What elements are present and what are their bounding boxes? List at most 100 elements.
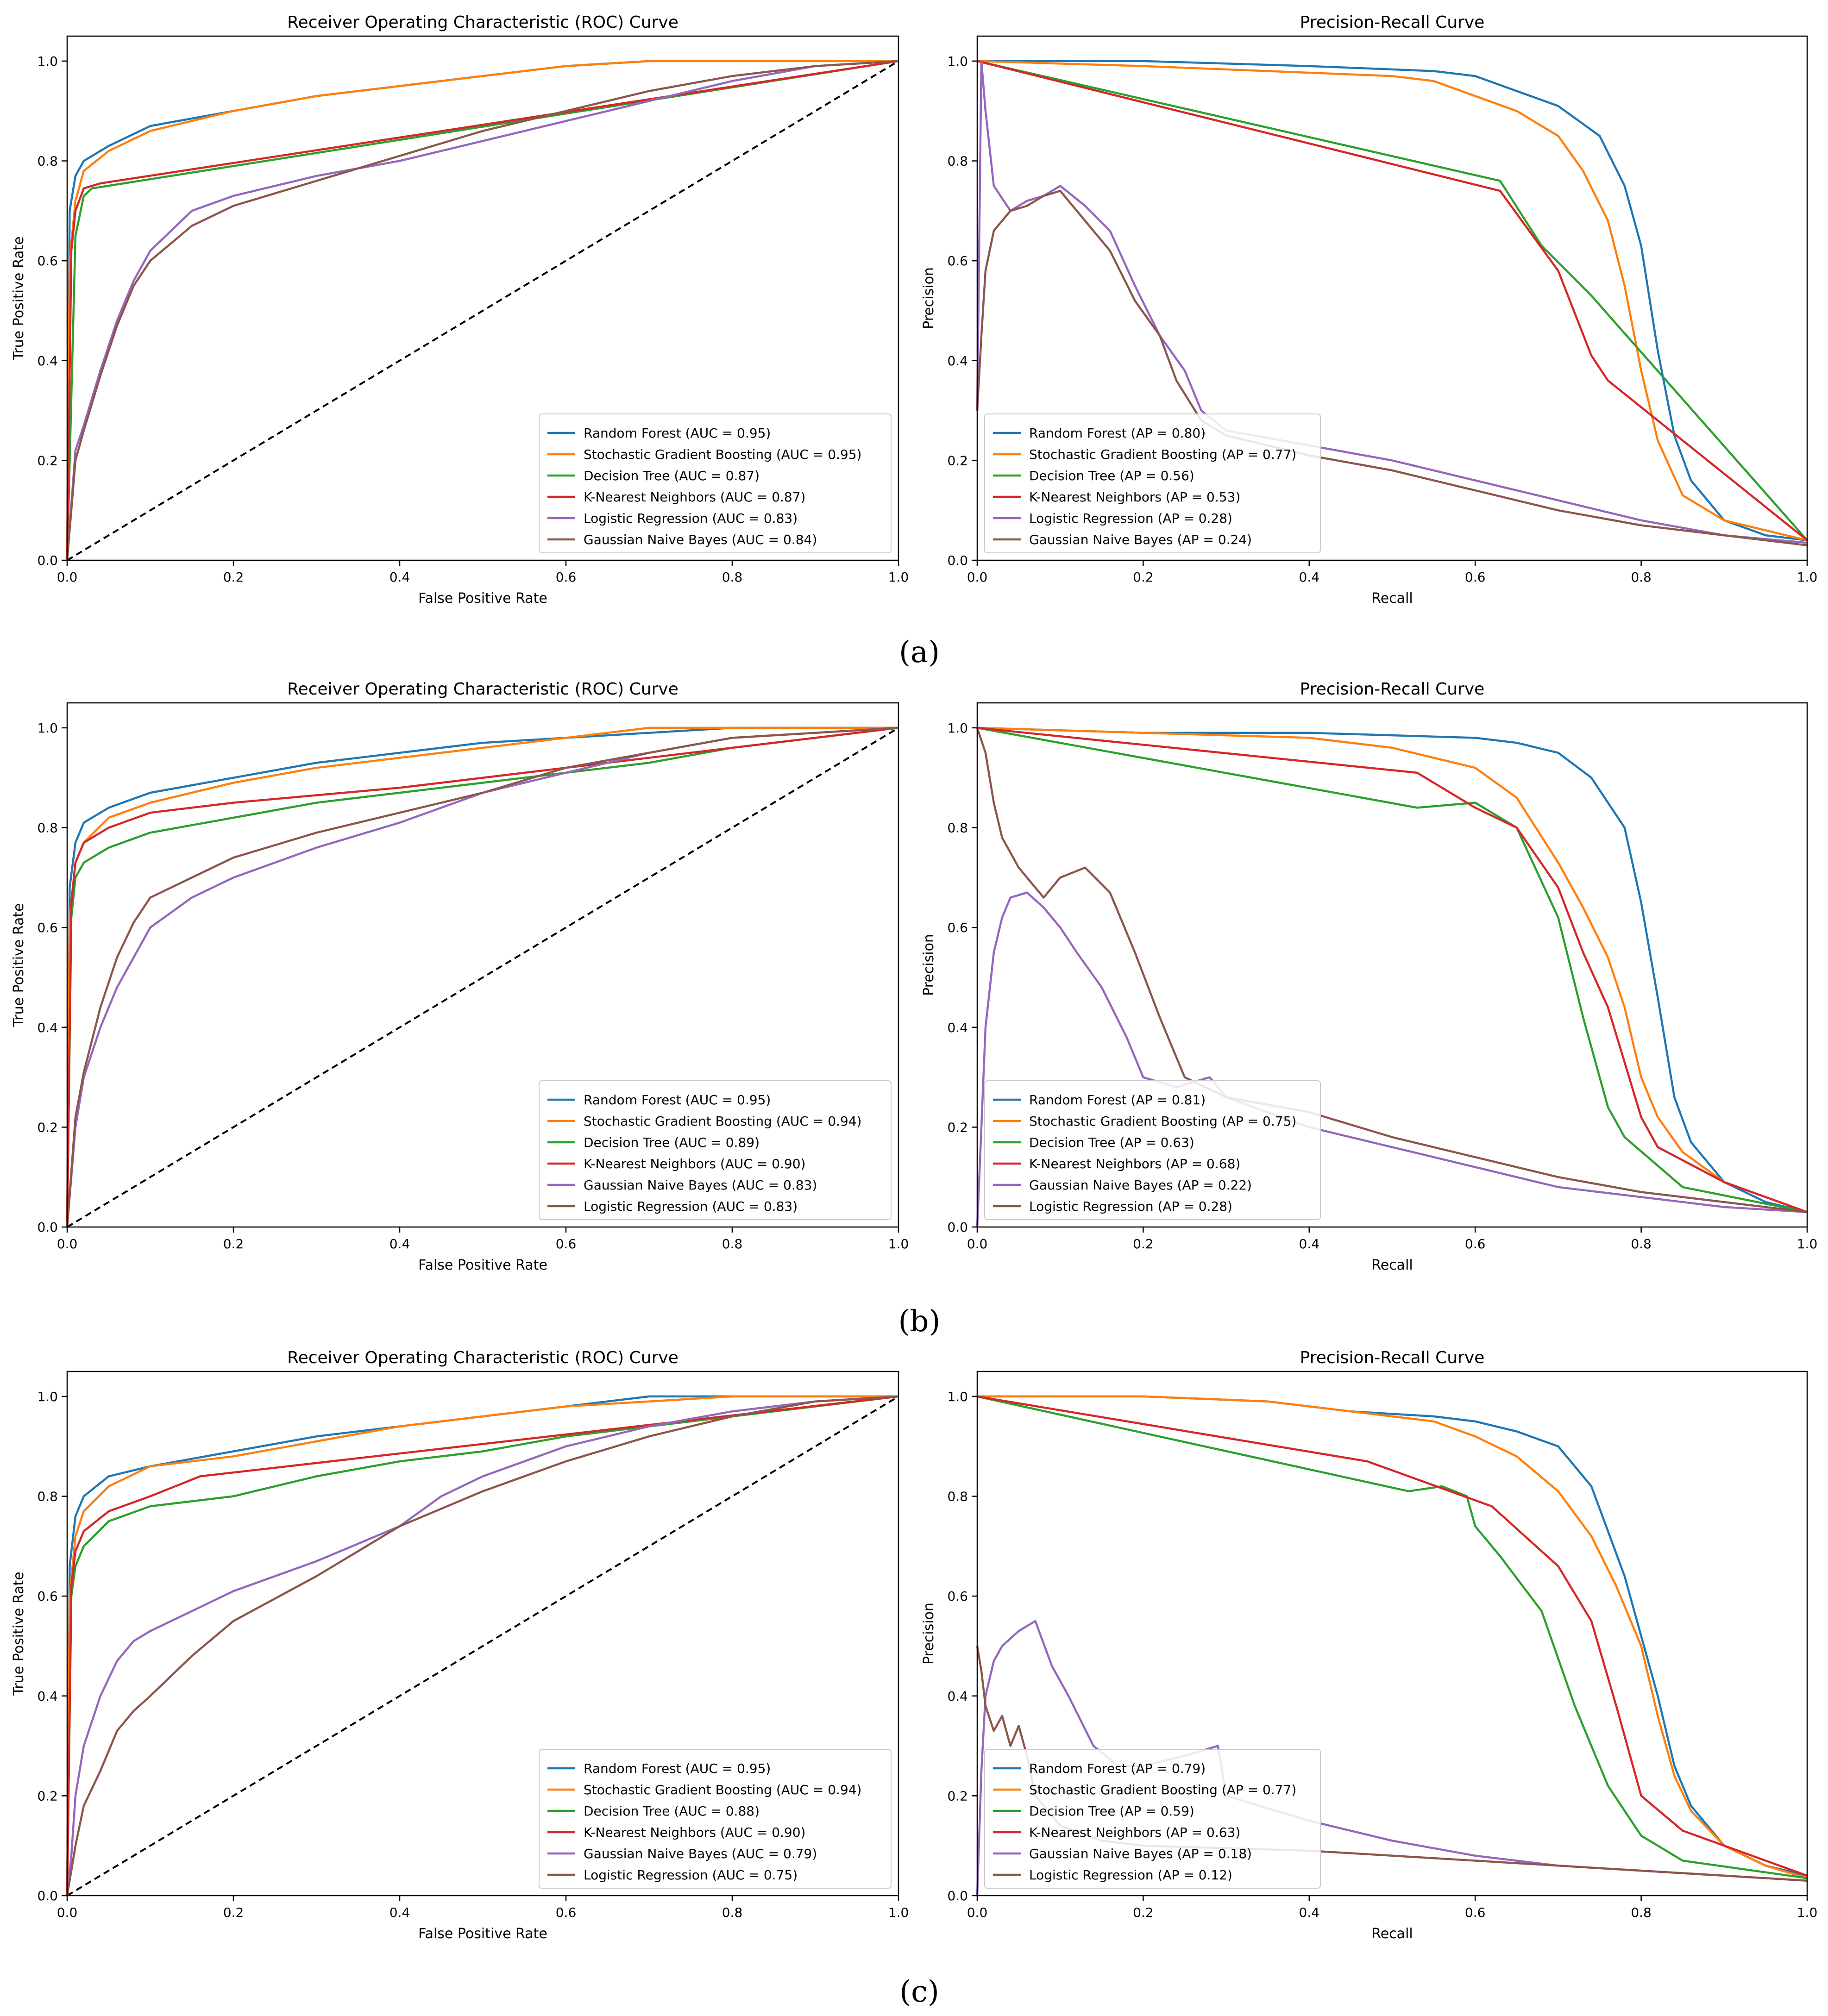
x-axis-label: False Positive Rate — [418, 1926, 547, 1942]
y-tick-label: 0.8 — [37, 154, 58, 169]
legend-box — [539, 1080, 892, 1220]
x-tick-label: 0.2 — [1133, 1236, 1154, 1252]
legend-entry: Random Forest (AUC = 0.95) — [584, 426, 771, 441]
x-tick-label: 0.8 — [1631, 1905, 1652, 1920]
legend: Random Forest (AP = 0.79) Stochastic Grad… — [984, 1749, 1321, 1889]
legend-entry: K-Nearest Neighbors (AUC = 0.90) — [584, 1825, 805, 1840]
legend-entry: Gaussian Naive Bayes (AP = 0.24) — [1029, 532, 1252, 547]
series-line-2 — [66, 726, 899, 1227]
x-tick-label: 0.0 — [967, 1905, 988, 1920]
y-axis-label: Precision — [921, 267, 937, 329]
chart-title: Receiver Operating Characteristic (ROC) … — [287, 1348, 678, 1367]
series-line-3 — [977, 726, 1808, 1213]
x-tick-label: 0.2 — [1133, 1905, 1154, 1920]
x-tick-label: 0.6 — [556, 570, 577, 585]
y-tick-label: 0.2 — [947, 1788, 968, 1803]
x-tick-label: 0.8 — [722, 1905, 743, 1920]
x-tick-label: 0.6 — [1465, 570, 1486, 585]
x-tick-label: 0.6 — [556, 1905, 577, 1920]
chart-title: Precision-Recall Curve — [1300, 13, 1485, 32]
chart-1-pr: 0.0 0.2 0.4 0.6 0.8 1.0 0.0 0.2 0.4 0.6 0.8 1.0 Prec… — [921, 13, 1817, 607]
y-tick-label: 1.0 — [947, 54, 968, 69]
x-tick-label: 0.0 — [967, 570, 988, 585]
y-tick-label: 0.4 — [947, 1689, 968, 1704]
series-line-4 — [66, 60, 899, 561]
legend-box — [984, 413, 1321, 553]
series-line-1 — [977, 60, 1808, 542]
x-tick-label: 0.8 — [1631, 1236, 1652, 1252]
plot-frame — [66, 1371, 899, 1897]
y-tick-label: 0.2 — [37, 1120, 58, 1135]
legend: Random Forest (AP = 0.80) Stochastic Grad… — [984, 413, 1321, 553]
y-tick-label: 1.0 — [947, 720, 968, 736]
series-line-4 — [976, 60, 1808, 544]
legend-box — [539, 1749, 892, 1889]
legend-entry: Logistic Regression (AP = 0.28) — [1029, 511, 1232, 526]
x-axis-label: Recall — [1371, 1257, 1413, 1273]
y-tick-label: 1.0 — [947, 1389, 968, 1404]
legend-entry: Stochastic Gradient Boosting (AUC = 0.95… — [584, 447, 861, 462]
y-tick-label: 0.8 — [37, 1489, 58, 1504]
y-tick-label: 0.6 — [947, 253, 968, 269]
y-axis-label: True Positive Rate — [11, 236, 27, 360]
legend-entry: Random Forest (AUC = 0.95) — [584, 1761, 771, 1776]
x-tick-label: 0.0 — [967, 1236, 988, 1252]
series-line-0 — [66, 726, 898, 1227]
plot-frame — [976, 702, 1808, 1228]
legend-entry: Decision Tree (AP = 0.56) — [1029, 468, 1194, 483]
x-tick-label: 1.0 — [1797, 1236, 1818, 1252]
y-tick-label: 0.6 — [947, 920, 968, 935]
chance-diagonal-line — [66, 727, 899, 1228]
x-tick-label: 0.6 — [1465, 1905, 1486, 1920]
legend-entry: Random Forest (AP = 0.81) — [1029, 1092, 1206, 1108]
y-tick-label: 0.4 — [947, 1020, 968, 1035]
series-line-1 — [977, 726, 1808, 1213]
legend-entry: Random Forest (AP = 0.80) — [1029, 426, 1206, 441]
legend-entry: Gaussian Naive Bayes (AP = 0.22) — [1029, 1177, 1252, 1193]
y-tick-label: 0.2 — [947, 1120, 968, 1135]
y-tick-label: 1.0 — [37, 1389, 58, 1404]
legend-entry: K-Nearest Neighbors (AP = 0.63) — [1029, 1825, 1240, 1840]
x-tick-label: 0.6 — [1465, 1236, 1486, 1252]
plot-frame — [976, 1371, 1808, 1897]
legend-box — [984, 1749, 1321, 1889]
panel-label-b: (b) — [898, 1304, 941, 1339]
legend-entry: K-Nearest Neighbors (AUC = 0.90) — [584, 1156, 805, 1171]
legend: Random Forest (AUC = 0.95) Stochastic Gra… — [539, 1749, 892, 1889]
legend-entry: Stochastic Gradient Boosting (AP = 0.77) — [1029, 447, 1296, 462]
x-tick-label: 0.4 — [1299, 1905, 1320, 1920]
y-tick-label: 0.8 — [947, 154, 968, 169]
x-axis-label: False Positive Rate — [418, 590, 547, 607]
plot-frame — [66, 702, 899, 1228]
legend-entry: Decision Tree (AUC = 0.87) — [584, 468, 760, 483]
y-tick-label: 0.0 — [37, 553, 58, 568]
chance-diagonal-line — [66, 60, 899, 561]
series-line-5 — [976, 189, 1808, 546]
legend-entry: K-Nearest Neighbors (AUC = 0.87) — [584, 489, 805, 505]
chart-title: Receiver Operating Characteristic (ROC) … — [287, 680, 678, 699]
legend-entry: Decision Tree (AP = 0.63) — [1029, 1135, 1194, 1150]
legend-box — [984, 1080, 1321, 1220]
y-tick-label: 0.4 — [37, 353, 58, 369]
y-tick-label: 0.6 — [947, 1589, 968, 1604]
series-line-4 — [66, 1395, 899, 1896]
chart-5-pr: 0.0 0.2 0.4 0.6 0.8 1.0 0.0 0.2 0.4 0.6 0.8 1.0 Prec… — [921, 1348, 1817, 1942]
x-tick-label: 0.4 — [389, 1905, 410, 1920]
legend-entry: K-Nearest Neighbors (AP = 0.68) — [1029, 1156, 1240, 1171]
series-line-5 — [66, 726, 899, 1227]
x-tick-label: 0.4 — [1299, 1236, 1320, 1252]
series-line-2 — [977, 726, 1808, 1213]
x-axis-label: False Positive Rate — [418, 1257, 547, 1273]
y-tick-label: 0.4 — [37, 1020, 58, 1035]
plot-frame — [66, 35, 899, 561]
legend: Random Forest (AP = 0.81) Stochastic Grad… — [984, 1080, 1321, 1220]
chart-2-roc: 0.0 0.2 0.4 0.6 0.8 1.0 0.0 0.2 0.4 0.6 0.8 1.0 Rece… — [11, 680, 909, 1273]
legend-entry: Gaussian Naive Bayes (AUC = 0.84) — [584, 532, 817, 547]
y-tick-label: 0.6 — [37, 1589, 58, 1604]
series-line-0 — [977, 726, 1808, 1213]
y-tick-label: 0.6 — [37, 920, 58, 935]
legend-entry: Gaussian Naive Bayes (AP = 0.18) — [1029, 1846, 1252, 1861]
legend-entry: Decision Tree (AUC = 0.88) — [584, 1803, 760, 1819]
x-tick-label: 1.0 — [1797, 1905, 1818, 1920]
x-tick-label: 0.0 — [57, 1236, 78, 1252]
